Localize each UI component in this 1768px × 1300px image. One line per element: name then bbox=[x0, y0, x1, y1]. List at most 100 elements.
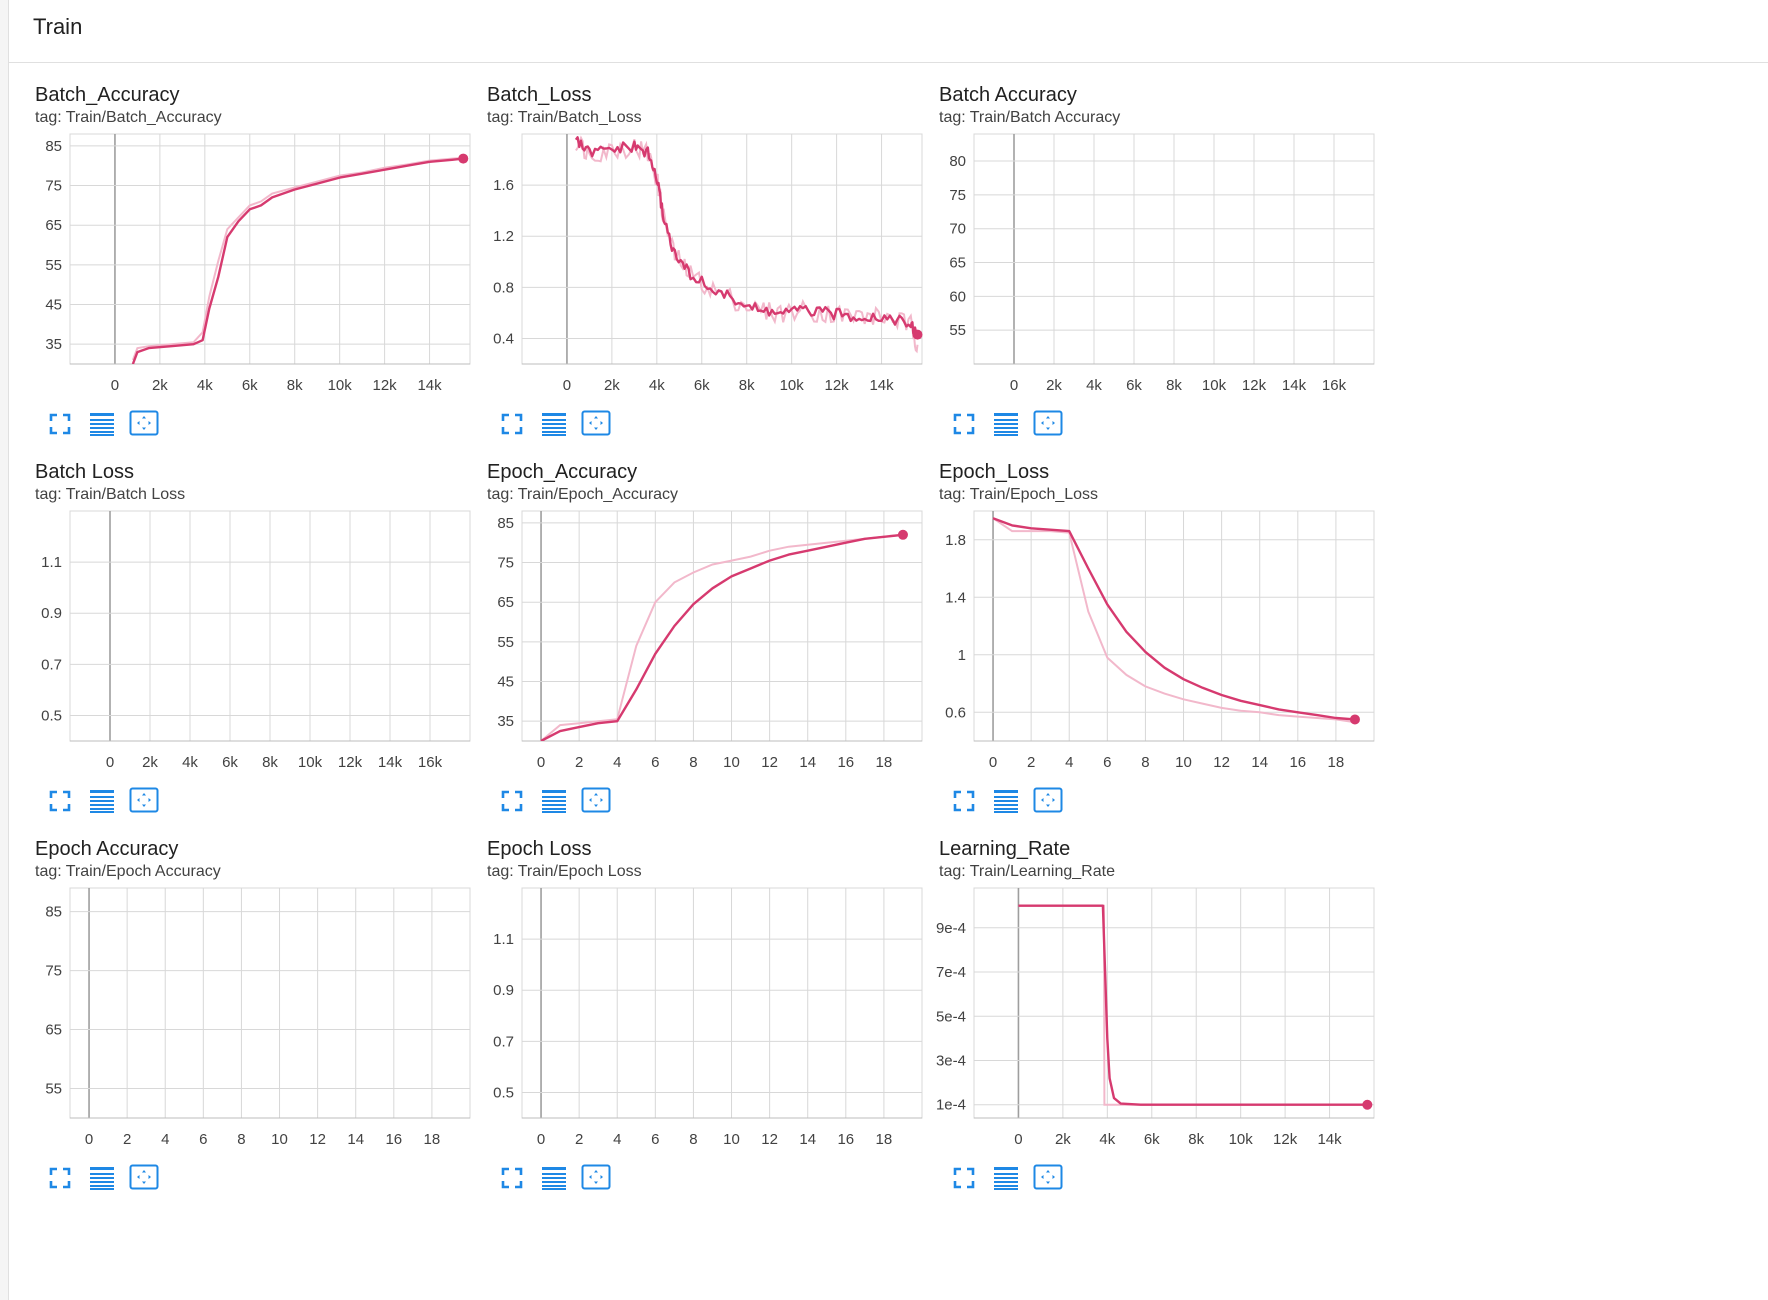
chart-title: Batch Accuracy bbox=[939, 84, 1077, 106]
expand-button[interactable] bbox=[45, 409, 75, 437]
toggle-log-button[interactable] bbox=[87, 409, 117, 437]
x-tick-label: 14 bbox=[799, 1131, 816, 1148]
expand-button[interactable] bbox=[497, 786, 527, 814]
line-chart[interactable]: 0 2k 4k 6k 8k 10k 12k 14k 0.4 0.8 1.2 1.6 bbox=[487, 133, 957, 399]
toggle-log-button[interactable] bbox=[991, 786, 1021, 814]
fit-domain-button[interactable] bbox=[129, 786, 159, 814]
x-tick-label: 8k bbox=[739, 377, 755, 394]
x-tick-label: 12k bbox=[1242, 377, 1267, 394]
fit-domain-button[interactable] bbox=[581, 786, 611, 814]
toggle-log-button[interactable] bbox=[991, 1163, 1021, 1191]
grid bbox=[521, 133, 923, 365]
raw-series-line bbox=[540, 533, 904, 741]
fit-domain-button[interactable] bbox=[581, 409, 611, 437]
grid bbox=[973, 887, 1375, 1119]
x-tick-label: 2k bbox=[142, 754, 158, 771]
plot-frame bbox=[521, 887, 923, 1119]
chart-title: Batch Loss bbox=[35, 461, 134, 483]
last-point-marker[interactable] bbox=[912, 329, 923, 340]
grid bbox=[973, 133, 1375, 365]
x-tick-label: 6 bbox=[651, 754, 659, 771]
expand-button[interactable] bbox=[949, 409, 979, 437]
chart-card: Epoch_Loss tag: Train/Epoch_Loss 0 2 4 6 8 10 12 1… bbox=[939, 461, 1449, 886]
chart-tag: tag: Train/Learning_Rate bbox=[939, 863, 1115, 881]
y-tick-label: 0.5 bbox=[493, 1084, 514, 1101]
x-tick-label: 14 bbox=[1251, 754, 1268, 771]
tag-prefix: tag: bbox=[35, 109, 62, 126]
expand-button[interactable] bbox=[45, 1163, 75, 1191]
tag-prefix: tag: bbox=[35, 863, 62, 880]
line-chart[interactable]: 0 2k 4k 6k 8k 10k 12k 14k 35 45 55 65 75 85 bbox=[35, 133, 505, 399]
smoothed-series-line[interactable] bbox=[1018, 904, 1368, 1106]
plot-frame bbox=[69, 133, 471, 365]
expand-button[interactable] bbox=[949, 786, 979, 814]
tag-value: Train/Batch Accuracy bbox=[969, 109, 1121, 126]
smoothed-series-line[interactable] bbox=[131, 157, 464, 364]
x-tick-label: 8 bbox=[689, 1131, 697, 1148]
y-tick-label: 0.8 bbox=[493, 279, 514, 296]
expand-button[interactable] bbox=[949, 1163, 979, 1191]
fit-domain-button[interactable] bbox=[1033, 1163, 1063, 1191]
expand-button[interactable] bbox=[45, 786, 75, 814]
fit-domain-button[interactable] bbox=[1033, 786, 1063, 814]
fit-domain-icon bbox=[129, 1164, 159, 1190]
line-chart[interactable]: 0 2 4 6 8 10 12 14 16 18 0.5 0.7 0.9 1.1 bbox=[487, 887, 957, 1153]
toggle-log-button[interactable] bbox=[539, 1163, 569, 1191]
smoothed-series-line[interactable] bbox=[992, 517, 1356, 721]
x-tick-label: 18 bbox=[1328, 754, 1345, 771]
line-chart[interactable]: 0 2 4 6 8 10 12 14 16 18 0.6 1 1.4 1.8 bbox=[939, 510, 1409, 776]
toggle-log-button[interactable] bbox=[991, 409, 1021, 437]
x-tick-label: 6 bbox=[1103, 754, 1111, 771]
x-tick-label: 4 bbox=[1065, 754, 1073, 771]
y-tick-label: 75 bbox=[45, 178, 62, 195]
y-tick-label: 85 bbox=[497, 515, 514, 532]
line-chart[interactable]: 0 2 4 6 8 10 12 14 16 18 35 45 55 65 75 85 bbox=[487, 510, 957, 776]
x-tick-label: 4k bbox=[1099, 1131, 1115, 1148]
grid bbox=[521, 510, 923, 742]
y-tick-label: 5e-4 bbox=[936, 1008, 966, 1025]
last-point-marker[interactable] bbox=[1362, 1099, 1373, 1110]
plot-frame bbox=[973, 510, 1375, 742]
line-chart[interactable]: 0 2k 4k 6k 8k 10k 12k 14k 1e-4 3e-4 5e-4 7e-4 9e-4 bbox=[936, 887, 1409, 1153]
expand-button[interactable] bbox=[497, 1163, 527, 1191]
expand-button[interactable] bbox=[497, 409, 527, 437]
toggle-log-button[interactable] bbox=[539, 786, 569, 814]
toggle-log-button[interactable] bbox=[87, 1163, 117, 1191]
y-tick-label: 60 bbox=[949, 288, 966, 305]
y-tick-label: 0.7 bbox=[41, 656, 62, 673]
smoothed-series-line[interactable] bbox=[574, 136, 919, 339]
last-point-marker[interactable] bbox=[897, 529, 908, 540]
tag-value: Train/Epoch_Loss bbox=[969, 486, 1099, 503]
line-chart[interactable]: 0 2k 4k 6k 8k 10k 12k 14k 16k 55 60 65 70 75 80 bbox=[939, 133, 1409, 399]
section-header[interactable]: Train bbox=[9, 0, 1768, 63]
toggle-log-button[interactable] bbox=[539, 409, 569, 437]
toggle-log-icon bbox=[994, 790, 1018, 813]
x-tick-label: 0 bbox=[85, 1131, 93, 1148]
tag-prefix: tag: bbox=[939, 109, 966, 126]
x-tick-label: 14 bbox=[347, 1131, 364, 1148]
x-tick-label: 2 bbox=[575, 1131, 583, 1148]
y-tick-label: 65 bbox=[949, 255, 966, 272]
fit-domain-button[interactable] bbox=[129, 1163, 159, 1191]
x-tick-label: 6k bbox=[242, 377, 258, 394]
x-tick-label: 2k bbox=[1046, 377, 1062, 394]
line-chart[interactable]: 0 2 4 6 8 10 12 14 16 18 55 65 75 85 bbox=[35, 887, 505, 1153]
tag-value: Train/Batch_Accuracy bbox=[65, 109, 222, 126]
toggle-log-button[interactable] bbox=[87, 786, 117, 814]
x-tick-label: 4 bbox=[613, 754, 621, 771]
smoothed-series-line[interactable] bbox=[540, 533, 904, 741]
y-tick-label: 55 bbox=[45, 1081, 62, 1098]
plot-frame bbox=[973, 887, 1375, 1119]
toggle-log-icon bbox=[542, 413, 566, 436]
x-tick-label: 8 bbox=[237, 1131, 245, 1148]
fit-domain-button[interactable] bbox=[1033, 409, 1063, 437]
last-point-marker[interactable] bbox=[1349, 714, 1360, 725]
fit-domain-button[interactable] bbox=[581, 1163, 611, 1191]
chart-card: Batch Accuracy tag: Train/Batch Accuracy 0 2… bbox=[939, 84, 1449, 509]
line-chart[interactable]: 0 2k 4k 6k 8k 10k 12k 14k 16k 0.5 0.7 0.9 1.1 bbox=[35, 510, 505, 776]
x-tick-label: 6 bbox=[199, 1131, 207, 1148]
x-tick-label: 10k bbox=[780, 377, 805, 394]
fit-domain-button[interactable] bbox=[129, 409, 159, 437]
last-point-marker[interactable] bbox=[458, 153, 469, 164]
expand-icon bbox=[49, 1167, 71, 1189]
